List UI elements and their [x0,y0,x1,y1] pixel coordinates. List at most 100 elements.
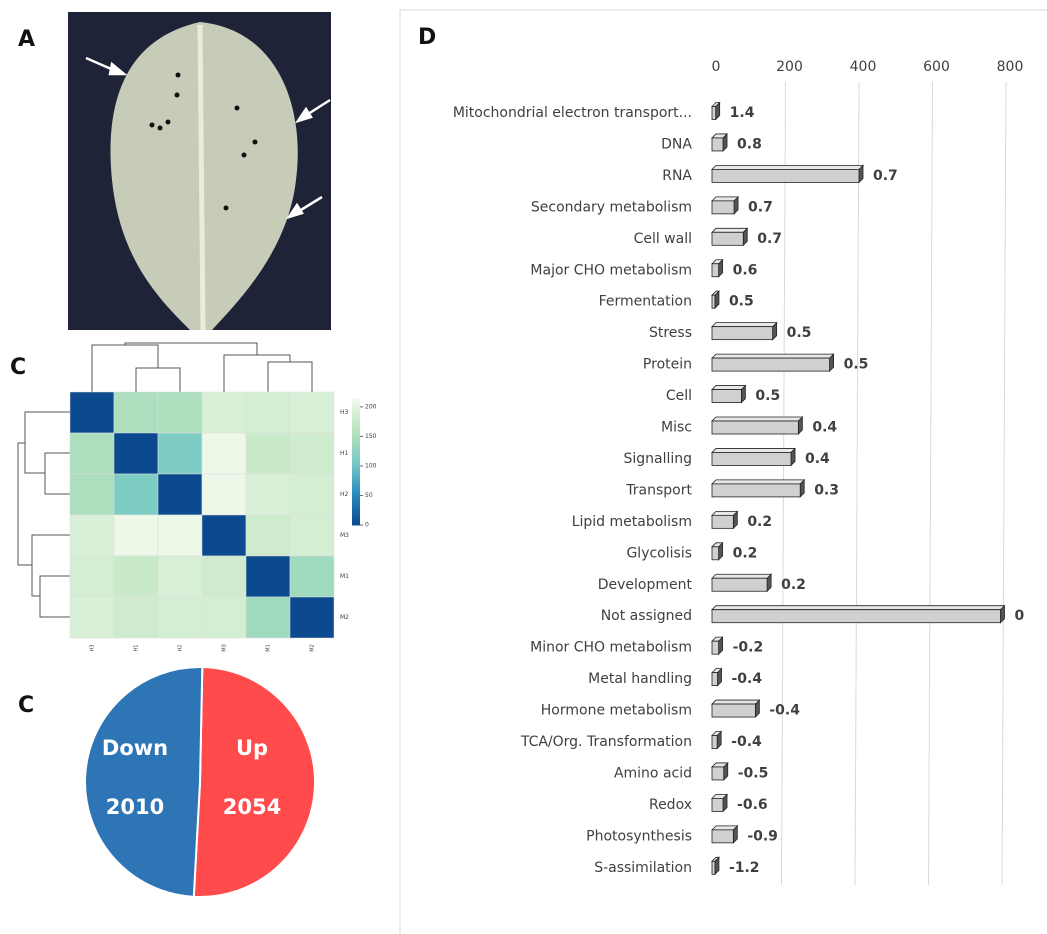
colorbar-segment [352,417,360,421]
colorbar-segment [352,464,360,469]
bar [711,577,768,592]
x-tick-label: 600 [923,59,950,75]
colorbar-label: 100 [365,462,377,469]
grid-line [1001,81,1007,886]
heat-cell [69,391,115,434]
bar-top [711,322,778,328]
colorbar-segment [352,512,360,516]
heat-cell [245,555,291,598]
bar [711,452,792,466]
bar-label: 0 [1014,608,1024,624]
colorbar-segment [352,471,360,475]
bar-label: 0.7 [748,199,773,215]
bar [711,168,860,183]
colorbar-segment [352,461,360,466]
bar [711,106,717,120]
bar-label: -0.4 [769,703,800,719]
category-label: RNA [662,168,692,184]
category-label: Redox [649,797,692,813]
category-label: DNA [661,136,692,152]
heat-cell [113,473,159,516]
category-label: Transport [625,482,692,498]
colorbar-label: 50 [365,492,373,499]
heat-cell [113,555,159,598]
bar-label: 0.6 [733,262,758,278]
pie-slice [84,666,204,898]
bar [711,326,774,341]
colorbar-segment [352,442,360,447]
dendrogram [17,342,313,618]
colorbar-segment [352,401,360,405]
category-label: Major CHO metabolism [530,262,692,278]
heat-cell [201,473,247,516]
panel-label: C [18,693,34,718]
colorbar-segment [352,451,360,456]
bar-top [711,479,806,485]
colorbar-segment [352,477,360,482]
bar-label: -0.6 [737,797,768,813]
category-label: Protein [643,357,692,373]
colorbar-segment [352,436,360,440]
pie-value: 2010 [106,795,164,819]
colorbar-segment [352,455,360,459]
panel-label: D [418,25,436,50]
heat-cell [113,432,159,475]
bar-label: -0.2 [733,640,764,656]
bar-top [711,196,740,202]
row-label: M2 [340,614,349,621]
colorbar-segment [352,404,360,409]
col-label: M1 [266,644,272,652]
bar-top [711,164,864,170]
row-label: H2 [340,491,349,498]
colorbar-segment [352,467,360,472]
bar [711,389,742,403]
bar [711,829,734,844]
colorbar-segment [352,518,360,523]
bar [711,546,720,561]
heat-cell [245,514,291,557]
category-label: Hormone metabolism [541,703,692,719]
heat-cell [157,432,203,475]
colorbar-segment [352,426,360,431]
colorbar-segment [352,448,360,453]
category-label: Misc [661,420,692,436]
heat-cell [245,391,291,434]
colorbar-segment [352,499,360,504]
heat-cell [289,432,335,475]
bar-label: 0.2 [747,514,772,530]
heat-cell [245,596,291,639]
bar-label: 1.4 [730,105,755,121]
heat-cell [69,432,115,475]
category-label: S-assimilation [594,860,692,876]
heat-cell [69,514,115,557]
bar-label: 0.4 [805,451,830,467]
bar [711,420,799,435]
heat-cell [157,596,203,639]
category-label: Metal handling [588,671,692,687]
bar-label: 0.2 [781,577,806,593]
bar-top [711,227,749,233]
col-label: H1 [134,645,140,652]
bar-label: 0.5 [729,294,754,310]
bar [711,357,830,372]
heat-cell [201,514,247,557]
bar-top [711,385,747,390]
colorbar-label: 200 [365,403,377,410]
heat-cell [113,514,159,557]
colorbar-segment [352,505,360,510]
heat-cell [113,391,159,434]
colorbar-segment [352,432,360,437]
pie-category: Up [236,736,268,760]
x-tick-label: 200 [776,59,803,75]
heat-cell [157,555,203,598]
heat-cell [157,514,203,557]
bar [711,860,716,875]
grid-line [854,81,860,886]
bar-label: 0.8 [737,136,762,152]
bar-label: 0.2 [733,545,758,561]
category-label: Stress [649,325,692,341]
category-label: Cell [666,388,692,404]
colorbar-segment [352,490,360,494]
row-label: H1 [340,450,349,457]
